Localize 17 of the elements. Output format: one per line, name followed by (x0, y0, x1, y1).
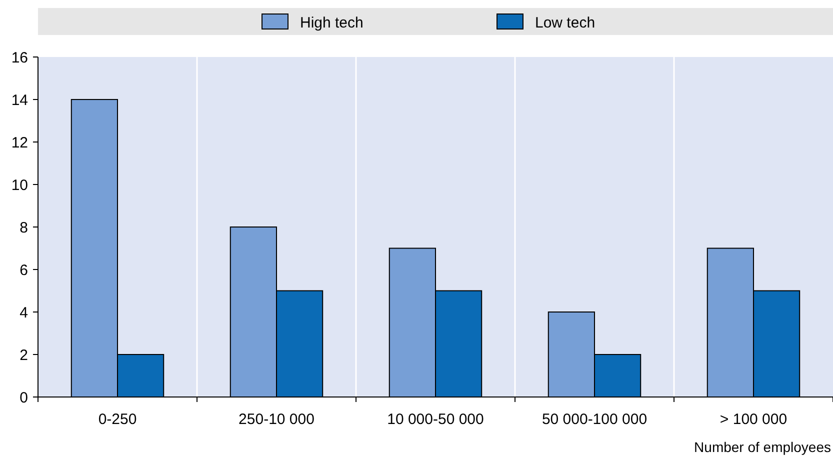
y-tick-label: 10 (11, 176, 28, 194)
x-tick-label: 10 000-50 000 (387, 411, 484, 428)
x-tick-label: 50 000-100 000 (542, 411, 648, 428)
y-tick-label: 8 (20, 219, 28, 236)
x-tick-label: 0-250 (98, 411, 137, 428)
y-tick-label: 4 (20, 304, 28, 322)
x-tick-label: 250-10 000 (238, 411, 314, 428)
y-tick-label: 2 (20, 346, 28, 364)
y-tick-label: 16 (11, 49, 28, 66)
x-axis-title: Number of employees (694, 439, 831, 455)
legend-label: Low tech (535, 14, 596, 32)
y-tick-label: 14 (11, 92, 28, 109)
y-tick-label: 0 (20, 389, 28, 406)
y-tick-label: 6 (20, 262, 28, 279)
y-tick-label: 12 (11, 134, 28, 152)
x-tick-label: > 100 000 (720, 411, 788, 428)
legend-label: High tech (300, 14, 364, 32)
